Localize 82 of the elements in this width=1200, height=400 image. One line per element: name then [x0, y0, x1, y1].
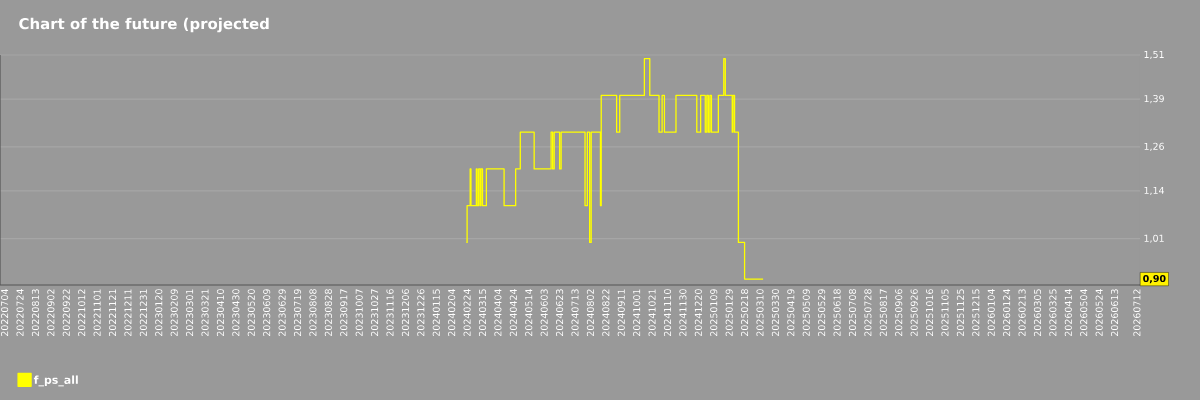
x-tick-label: 20230321 [201, 289, 209, 337]
x-tick-label: 20250509 [802, 289, 810, 337]
x-tick-label: 20250618 [833, 289, 841, 337]
x-tick-label: 20220813 [31, 289, 40, 337]
y-tick-label: 1,26 [1144, 142, 1164, 151]
x-tick-label: 20240603 [540, 289, 548, 337]
x-tick-label: 20220922 [62, 289, 70, 337]
y-tick-label: 1,01 [1144, 234, 1164, 243]
x-tick-label: 20240514 [525, 289, 533, 337]
x-tick-label: 20240623 [556, 289, 564, 337]
x-tick-label: 20251016 [925, 289, 934, 337]
x-tick-label: 20240204 [448, 289, 456, 337]
x-tick-label: 20230828 [324, 289, 332, 337]
x-tick-label: 20231027 [371, 289, 379, 337]
x-tick-label: 20230410 [216, 289, 225, 337]
x-tick-label: 20250817 [879, 289, 887, 337]
x-tick-label: 20250708 [848, 289, 857, 337]
x-tick-label: 20230301 [186, 289, 194, 337]
annotation: 0,90 [1143, 274, 1166, 284]
x-tick-label: 20250728 [864, 289, 872, 337]
chart-title: Chart of the future (projected [19, 17, 269, 33]
x-tick-label: 20230120 [155, 289, 163, 337]
x-tick-label: 20230719 [293, 289, 302, 337]
x-tick-label: 20251105 [941, 289, 949, 337]
x-tick-label: 20250926 [910, 289, 918, 337]
x-tick-label: 20221121 [108, 289, 117, 337]
x-tick-label: 20250129 [725, 289, 733, 337]
x-tick-label: 20230917 [340, 289, 348, 337]
y-tick-label: 1,39 [1144, 95, 1164, 104]
x-tick-label: 20231116 [386, 289, 394, 337]
x-tick-label: 20221231 [139, 289, 147, 337]
x-tick-label: 20241220 [694, 289, 702, 337]
x-tick-label: 20230808 [309, 289, 317, 337]
x-tick-label: 20240713 [571, 289, 579, 337]
x-tick-label: 20221101 [93, 289, 101, 337]
x-tick-label: 20230430 [232, 289, 240, 337]
x-tick-label: 20241110 [663, 289, 672, 337]
y-tick-label: 1,14 [1144, 186, 1165, 195]
x-tick-label: 20260524 [1095, 289, 1103, 337]
x-tick-label: 20260504 [1080, 289, 1088, 337]
x-tick-label: 20260613 [1110, 289, 1119, 337]
x-tick-label: 20250310 [756, 289, 764, 337]
x-tick-label: 20220704 [1, 289, 9, 337]
x-tick-label: 20230629 [278, 289, 286, 337]
x-tick-label: 20230609 [263, 289, 271, 337]
x-tick-label: 20250109 [710, 289, 718, 337]
x-tick-label: 20240224 [463, 289, 471, 337]
x-tick-label: 20240424 [509, 289, 517, 337]
x-tick-label: 20240822 [602, 289, 610, 337]
x-tick-label: 20260414 [1064, 289, 1072, 337]
x-tick-label: 20260213 [1018, 289, 1026, 337]
x-tick-label: 20240315 [478, 289, 487, 337]
legend-label: f_ps_all [33, 375, 78, 387]
x-tick-label: 20251125 [956, 289, 964, 337]
x-tick-label: 20251215 [972, 289, 980, 337]
x-tick-label: 20231007 [355, 289, 363, 337]
x-tick-label: 20250419 [787, 289, 795, 337]
x-tick-label: 20221012 [78, 289, 86, 337]
x-tick-label: 20250529 [818, 289, 826, 337]
y-tick-label: 1,51 [1144, 50, 1164, 59]
x-tick-label: 20221211 [124, 289, 132, 337]
x-tick-label: 20250906 [895, 289, 903, 337]
x-tick-label: 20230520 [247, 289, 255, 337]
x-tick-label: 20260305 [1033, 289, 1042, 337]
x-tick-label: 20240404 [494, 289, 502, 337]
x-tick-label: 20240802 [586, 289, 595, 337]
x-tick-label: 20250330 [771, 289, 779, 337]
x-tick-label: 20220724 [16, 289, 24, 337]
x-tick-label: 20240911 [617, 289, 625, 337]
x-tick-label: 20240115 [432, 289, 440, 337]
x-tick-label: 20260325 [1049, 289, 1057, 337]
x-tick-label: 20260124 [1003, 289, 1011, 337]
x-tick-label: 20220902 [47, 289, 55, 337]
x-tick-label: 20231206 [401, 289, 410, 337]
x-tick-label: 20230209 [170, 289, 178, 337]
x-tick-label: 20260104 [987, 289, 995, 337]
x-tick-label: 20241021 [648, 289, 656, 337]
x-tick-label: 20250218 [740, 289, 749, 337]
x-tick-label: 20231226 [417, 289, 425, 337]
x-tick-label: 20241130 [679, 289, 687, 337]
x-tick-label: 20260712 [1133, 289, 1141, 337]
x-tick-label: 20241001 [633, 289, 641, 337]
